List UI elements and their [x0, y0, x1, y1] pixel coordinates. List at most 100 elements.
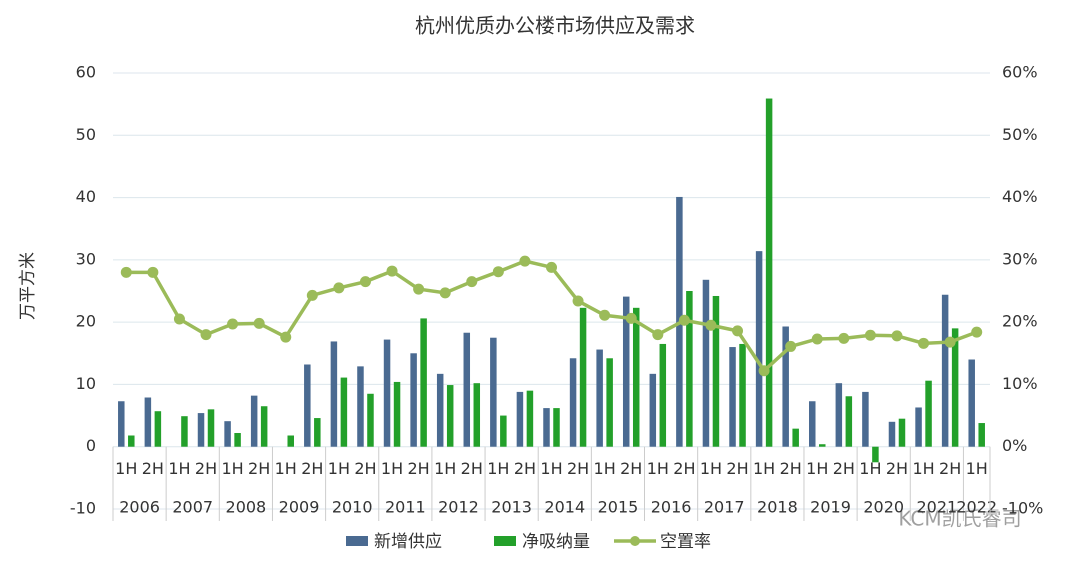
- bar: [579, 307, 587, 447]
- x-tick-label: 1H: [594, 459, 616, 478]
- x-tick-label: 2H: [620, 459, 642, 478]
- bar: [410, 353, 417, 447]
- x-tick-label: 1H: [275, 459, 297, 478]
- bar: [686, 291, 693, 447]
- y2-tick-label: -10%: [1002, 499, 1043, 518]
- line-point: [758, 365, 770, 377]
- line-point: [918, 337, 930, 349]
- bar: [287, 435, 294, 447]
- x-group-label: 2011: [385, 498, 426, 517]
- y2-tick-label: 10%: [1002, 374, 1038, 393]
- bar: [632, 307, 640, 447]
- line-point: [466, 276, 478, 288]
- x-tick-label: 2H: [673, 459, 695, 478]
- line-point: [492, 266, 504, 278]
- x-group-label: 2007: [172, 498, 213, 517]
- line: [126, 259, 978, 374]
- bar: [596, 349, 603, 447]
- x-tick-label: 1H: [115, 459, 137, 478]
- bar: [968, 359, 975, 447]
- x-tick-label: 1H: [381, 459, 403, 478]
- bar: [702, 279, 710, 447]
- bar: [500, 415, 507, 447]
- y2-tick-label: 50%: [1002, 125, 1038, 144]
- x-tick-label: 2H: [195, 459, 217, 478]
- x-group-label: 2018: [757, 498, 798, 517]
- bar: [144, 397, 152, 447]
- bar: [154, 411, 162, 447]
- bar: [197, 413, 205, 447]
- legend-swatch: [630, 536, 640, 546]
- x-tick-label: 2H: [301, 459, 323, 478]
- y-tick-label: 50: [76, 125, 96, 144]
- bar: [941, 294, 949, 447]
- y-tick-label: 0: [86, 436, 96, 455]
- bar: [340, 377, 348, 447]
- bar: [712, 295, 720, 447]
- line-point: [439, 287, 451, 299]
- bar: [526, 390, 534, 447]
- x-group-label: 2021: [916, 498, 957, 517]
- bar: [330, 341, 338, 447]
- bar: [925, 380, 932, 447]
- y-tick-label: -10: [70, 499, 96, 518]
- y2-tick-label: 60%: [1002, 63, 1038, 82]
- y-tick-label: 10: [76, 374, 96, 393]
- bar: [516, 391, 524, 447]
- legend-label: 空置率: [660, 532, 711, 552]
- bar: [118, 401, 125, 447]
- bar: [951, 328, 959, 447]
- bar: [888, 421, 896, 447]
- y-tick-label: 60: [76, 63, 96, 82]
- bar: [569, 358, 577, 447]
- x-group-label: 2019: [810, 498, 851, 517]
- bar: [128, 435, 135, 447]
- x-tick-label: 1H: [966, 459, 988, 478]
- x-group-label: 2016: [651, 498, 692, 517]
- line-point: [386, 265, 398, 277]
- y-axis-label: 万平方米: [18, 252, 38, 320]
- x-tick-label: 2H: [142, 459, 164, 478]
- bar: [835, 383, 843, 447]
- bar: [755, 251, 763, 447]
- bar: [809, 401, 816, 447]
- watermark: KCM凯氏睿司: [898, 507, 1021, 531]
- bar: [383, 339, 391, 447]
- bar: [367, 393, 374, 447]
- bar: [765, 98, 773, 447]
- x-group-label: 2013: [491, 498, 532, 517]
- bar: [792, 428, 799, 447]
- x-tick-label: 2H: [408, 459, 430, 478]
- bar: [729, 347, 736, 447]
- line-point: [572, 295, 584, 307]
- x-group-label: 2009: [279, 498, 320, 517]
- legend-swatch: [346, 536, 368, 546]
- bar: [250, 395, 258, 447]
- y2-tick-label: 40%: [1002, 187, 1038, 206]
- bar: [207, 409, 215, 447]
- bar: [739, 343, 746, 447]
- line-point: [678, 314, 690, 326]
- bar: [649, 373, 657, 447]
- x-tick-label: 1H: [912, 459, 934, 478]
- bar: [845, 396, 853, 447]
- legend-label: 新增供应: [374, 532, 442, 552]
- bar: [260, 406, 268, 447]
- x-tick-label: 1H: [859, 459, 881, 478]
- y-tick-label: 20: [76, 312, 96, 331]
- x-tick-label: 1H: [221, 459, 243, 478]
- y2-tick-label: 0%: [1002, 436, 1027, 455]
- line-point: [838, 332, 850, 344]
- bar: [978, 423, 985, 447]
- bar: [543, 408, 550, 447]
- bar: [659, 343, 667, 447]
- y-tick-label: 30: [76, 249, 96, 268]
- bar: [446, 385, 454, 447]
- line-point: [971, 326, 983, 338]
- line-point: [147, 266, 159, 278]
- line-point: [359, 276, 371, 288]
- y2-tick-label: 30%: [1002, 249, 1038, 268]
- x-tick-label: 1H: [540, 459, 562, 478]
- bar: [357, 366, 364, 447]
